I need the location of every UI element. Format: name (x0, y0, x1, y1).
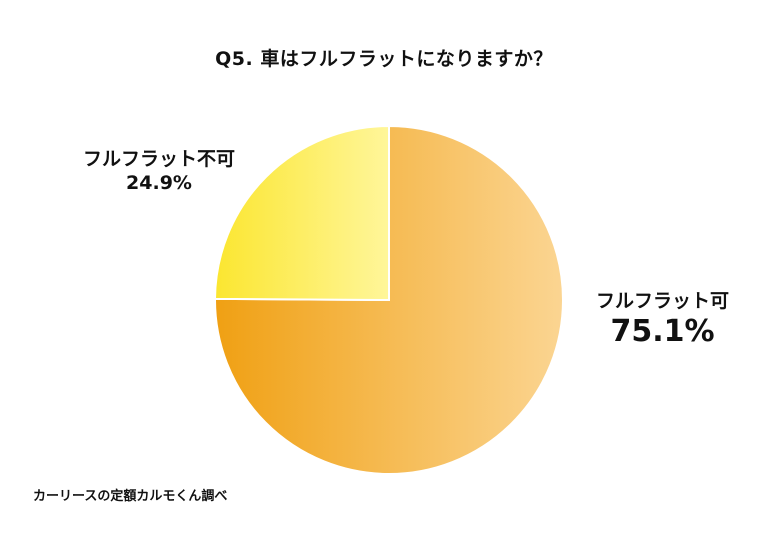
slice-value: 24.9% (126, 172, 192, 194)
source-note: カーリースの定額カルモくん調べ (33, 489, 228, 504)
slice-label-flat: フルフラット可 75.1% (575, 289, 750, 351)
slice-value: 75.1% (610, 314, 715, 349)
pie-slice-1 (213, 124, 390, 302)
slice-label-not-flat: フルフラット不可 24.9% (64, 147, 254, 195)
chart-title: Q5. 車はフルフラットになりますか？ (215, 48, 553, 70)
pie-slice-0 (213, 124, 564, 475)
slice-name: フルフラット不可 (82, 148, 235, 170)
slice-name: フルフラット可 (595, 290, 729, 312)
